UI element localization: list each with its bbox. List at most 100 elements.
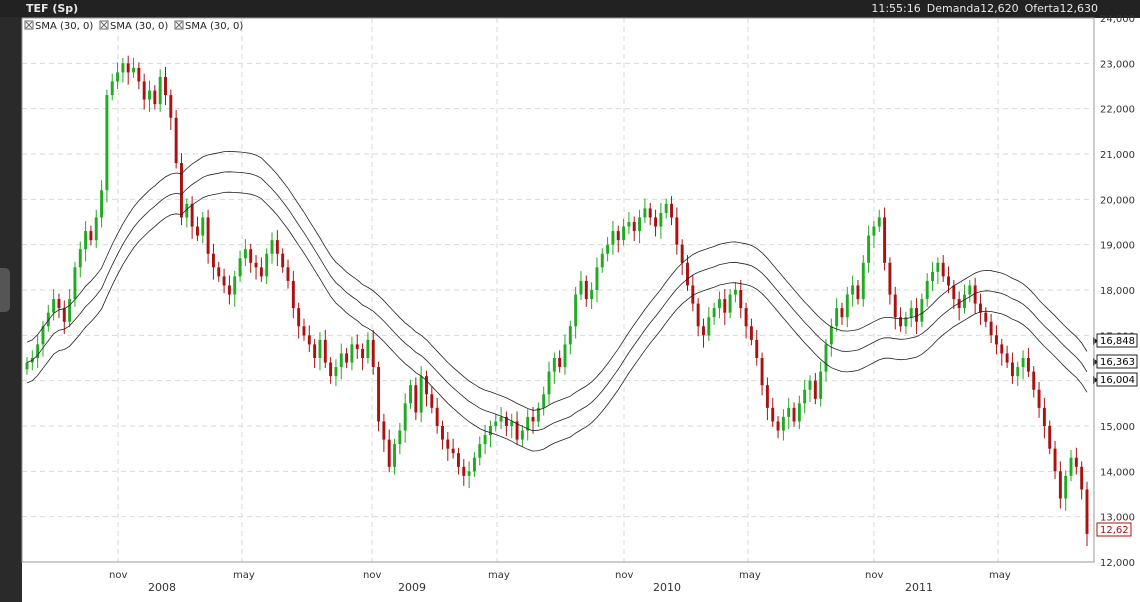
indicator-close-icon [175,21,183,29]
y-tick-label: 20,000 [1100,195,1135,206]
candle-body [664,203,668,213]
x-month-label: may [233,570,255,581]
candle-body [169,95,173,118]
candle-body [483,435,487,445]
candle-body [803,389,807,404]
candle-body [755,339,759,358]
candle-body [425,376,428,395]
candle-body [387,439,391,467]
candle-body [243,249,247,259]
x-year-label: 2009 [398,581,426,594]
candle-body [579,280,583,295]
candle-body [451,448,455,454]
candle-body [36,344,40,358]
candle-body [286,267,290,281]
candle-body [547,371,551,395]
candle-body [904,317,908,327]
price-axis-panel [1094,18,1140,602]
candle-body [409,385,412,404]
candle-body [643,208,647,218]
panel-collapse-handle[interactable] [0,268,10,312]
candle-body [398,430,402,445]
candle-body [920,299,924,322]
candle-body [952,285,956,300]
candle-body [526,416,530,431]
candle-body [419,376,423,413]
candle-body [456,453,460,467]
candle-body [164,76,167,96]
x-year-label: 2011 [905,581,933,594]
candle-body [94,217,98,241]
last-price-label: 12,62 [1100,525,1129,536]
y-tick-label: 24,000 [1100,14,1135,25]
candle-body [275,240,279,254]
candle-body [1058,471,1062,499]
candle-body [979,303,982,313]
candle-body [728,294,732,313]
candle-body [504,416,508,426]
candle-body [531,416,535,422]
candle-body [584,280,588,300]
candle-body [403,403,407,431]
candle-body [158,76,162,105]
candle-body [1074,457,1078,467]
band-value-label: 16,848 [1100,336,1135,347]
sma-band-line [26,171,1088,432]
candle-body [302,326,306,336]
candle-body [334,367,338,377]
candle-body [563,344,567,368]
candle-body [297,308,301,327]
candle-body [227,285,231,295]
candle-body [41,326,45,345]
candle-body [808,380,812,390]
candle-body [68,299,72,322]
band-label-box [1096,354,1138,369]
candle-body [1053,448,1057,472]
candle-body [600,253,604,268]
candle-body [984,312,988,322]
sma-band-line [26,150,1088,411]
candle-body [132,67,135,73]
candle-body [174,117,178,164]
candle-body [222,276,226,286]
candle-body [318,339,322,358]
candle-body [350,344,354,363]
indicator-label: SMA (30, 0) [110,21,168,32]
candle-body [712,308,716,318]
candle-body [371,339,375,368]
x-year-label: 2008 [148,581,176,594]
candle-body [195,226,199,236]
candle-body [254,262,258,268]
candle-body [899,317,903,327]
candle-body [675,217,679,245]
candle-body [1010,362,1014,377]
candle-body [813,380,817,399]
candle-body [1037,389,1041,408]
candle-body [872,226,876,236]
indicator-legend-item: SMA (30, 0) [174,20,243,32]
y-tick-label: 13,000 [1100,513,1135,524]
candle-body [462,466,466,476]
candle-body [329,362,333,377]
instrument-title: TEF (Sp) [26,2,79,15]
candle-body [947,276,950,286]
candle-body [52,299,56,313]
candle-body [46,312,50,327]
candle-body [590,290,594,300]
ask-label: Oferta [1024,2,1060,15]
sma-band-line [26,191,1088,452]
candle-body [265,253,269,277]
candle-body [233,276,237,295]
indicator-close-icon [100,21,108,29]
plot-border [21,17,1095,563]
candle-body [654,217,658,227]
candle-body [797,403,801,422]
x-month-label: may [488,570,510,581]
candle-body [717,299,721,309]
candle-body [211,253,215,268]
candle-body [787,407,791,417]
candle-body [1032,371,1036,390]
candle-body [968,285,972,295]
